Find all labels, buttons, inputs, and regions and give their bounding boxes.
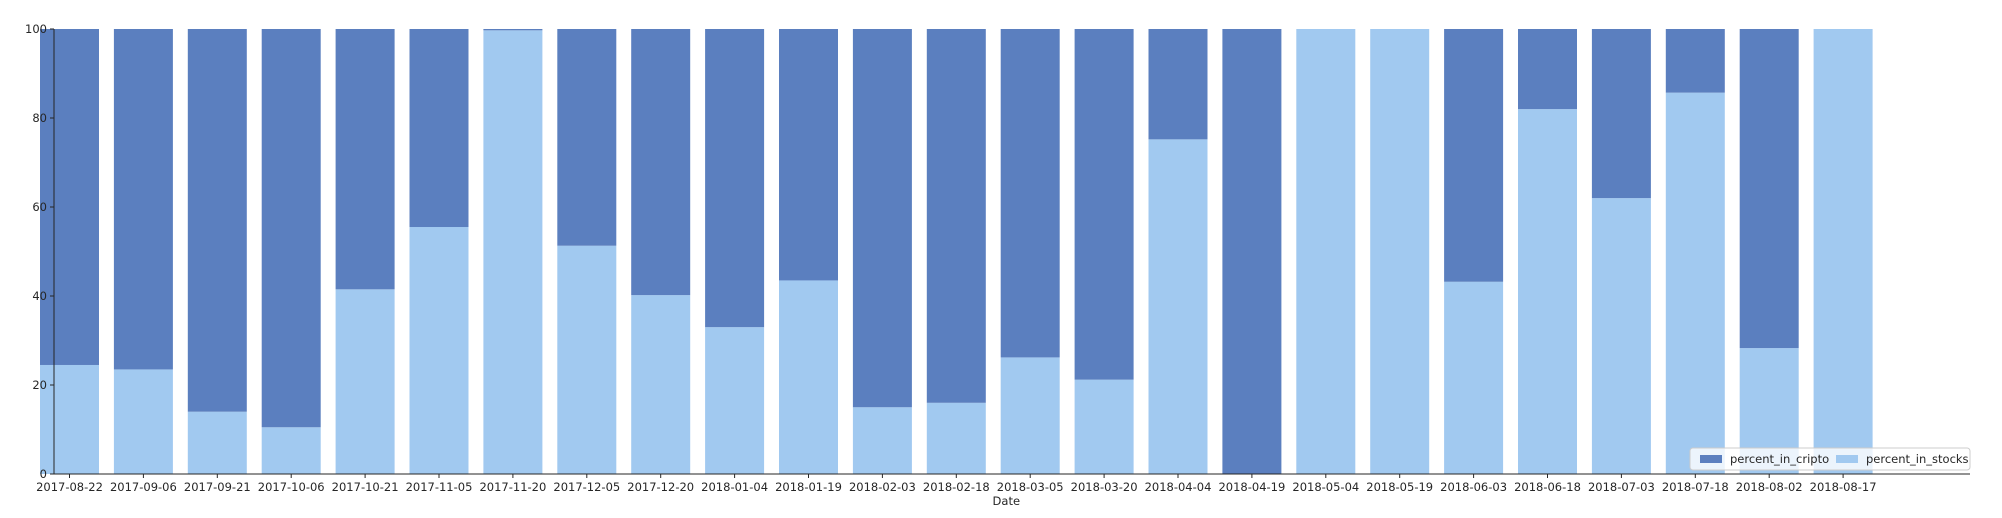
bar-percent-in-cripto-2018-07-18 <box>1665 29 1725 93</box>
bar-percent-in-stocks-2018-03-20 <box>1074 379 1134 474</box>
bar-percent-in-cripto-2017-09-06 <box>113 29 173 370</box>
y-tick-label-20: 20 <box>32 378 47 392</box>
y-tick-label-100: 100 <box>25 22 47 36</box>
bar-percent-in-cripto-2018-02-18 <box>926 29 986 403</box>
bar-percent-in-cripto-2018-08-02 <box>1739 29 1799 349</box>
bar-percent-in-stocks-2018-02-03 <box>852 407 912 474</box>
x-tick-label-2018-01-19: 2018-01-19 <box>775 480 842 494</box>
bar-percent-in-stocks-2018-07-18 <box>1665 92 1725 474</box>
bar-percent-in-cripto-2017-09-21 <box>187 29 247 412</box>
x-tick-label-2017-08-22: 2017-08-22 <box>36 480 103 494</box>
x-tick-label-2017-10-06: 2017-10-06 <box>258 480 325 494</box>
legend-swatch-percent-in-cripto <box>1700 455 1722 463</box>
bar-percent-in-stocks-2018-06-18 <box>1518 109 1577 474</box>
x-tick-label-2017-10-21: 2017-10-21 <box>332 480 399 494</box>
x-tick-label-2017-12-20: 2017-12-20 <box>627 480 694 494</box>
legend-label-percent-in-cripto: percent_in_cripto <box>1730 452 1829 466</box>
bar-percent-in-stocks-2018-08-17 <box>1813 29 1873 474</box>
bar-percent-in-stocks-2017-08-22 <box>40 364 99 474</box>
bar-percent-in-cripto-2017-10-21 <box>335 29 395 290</box>
bar-percent-in-stocks-2017-09-21 <box>187 411 247 474</box>
bars-layer <box>40 29 1873 475</box>
y-tick-label-60: 60 <box>32 200 47 214</box>
bar-percent-in-stocks-2018-06-03 <box>1444 281 1504 474</box>
legend: percent_in_cripto percent_in_stocks <box>1689 447 1971 471</box>
bar-percent-in-cripto-2018-04-19 <box>1222 29 1282 474</box>
legend-swatch-percent-in-stocks <box>1836 455 1858 463</box>
bar-percent-in-stocks-2017-09-06 <box>113 369 173 474</box>
bar-percent-in-stocks-2017-10-06 <box>261 427 321 474</box>
x-tick-label-2018-03-05: 2018-03-05 <box>997 480 1064 494</box>
bar-percent-in-stocks-2018-01-04 <box>705 327 765 474</box>
bar-percent-in-stocks-2017-12-05 <box>557 245 617 474</box>
bar-percent-in-cripto-2018-03-05 <box>1000 29 1060 358</box>
bar-percent-in-cripto-2017-11-20 <box>483 29 543 31</box>
bar-percent-in-stocks-2018-02-18 <box>926 402 986 474</box>
x-tick-label-2018-05-04: 2018-05-04 <box>1292 480 1359 494</box>
x-tick-label-2018-07-18: 2018-07-18 <box>1662 480 1729 494</box>
legend-box <box>1689 447 1971 471</box>
bar-percent-in-stocks-2017-10-21 <box>335 289 395 474</box>
bar-percent-in-stocks-2017-12-20 <box>631 295 691 474</box>
bar-percent-in-cripto-2017-08-22 <box>40 29 99 365</box>
x-tick-label-2018-03-20: 2018-03-20 <box>1071 480 1138 494</box>
x-tick-label-2018-02-18: 2018-02-18 <box>923 480 990 494</box>
y-tick-label-80: 80 <box>32 111 47 125</box>
bar-percent-in-stocks-2018-03-05 <box>1000 357 1060 474</box>
y-tick-label-40: 40 <box>32 289 47 303</box>
x-tick-label-2017-11-20: 2017-11-20 <box>479 480 546 494</box>
x-tick-label-2018-06-18: 2018-06-18 <box>1514 480 1581 494</box>
bar-percent-in-stocks-2018-05-19 <box>1370 29 1430 474</box>
x-tick-label-2017-09-21: 2017-09-21 <box>184 480 251 494</box>
bar-percent-in-stocks-2018-07-03 <box>1591 198 1651 474</box>
bar-percent-in-cripto-2017-11-05 <box>409 29 469 228</box>
x-tick-label-2018-05-19: 2018-05-19 <box>1366 480 1433 494</box>
x-tick-label-2017-09-06: 2017-09-06 <box>110 480 177 494</box>
bar-percent-in-cripto-2018-06-03 <box>1444 29 1504 282</box>
x-tick-label-2018-04-19: 2018-04-19 <box>1218 480 1285 494</box>
bar-percent-in-cripto-2018-04-04 <box>1148 29 1208 140</box>
x-tick-label-2018-08-17: 2018-08-17 <box>1810 480 1877 494</box>
x-axis-title: Date <box>993 494 1021 508</box>
bar-percent-in-stocks-2017-11-05 <box>409 227 469 474</box>
bar-percent-in-cripto-2017-10-06 <box>261 29 321 428</box>
x-tick-label-2018-08-02: 2018-08-02 <box>1736 480 1803 494</box>
x-tick-label-2017-12-05: 2017-12-05 <box>553 480 620 494</box>
x-tick-label-2017-11-05: 2017-11-05 <box>406 480 473 494</box>
bar-percent-in-cripto-2018-01-04 <box>705 29 765 328</box>
bar-percent-in-stocks-2018-05-04 <box>1296 29 1356 474</box>
bar-percent-in-cripto-2018-07-03 <box>1591 29 1651 199</box>
bar-percent-in-stocks-2018-01-19 <box>779 280 838 474</box>
bar-percent-in-cripto-2017-12-05 <box>557 29 617 246</box>
y-tick-label-0: 0 <box>40 467 47 481</box>
x-tick-label-2018-01-04: 2018-01-04 <box>701 480 768 494</box>
bar-percent-in-cripto-2018-06-18 <box>1518 29 1577 110</box>
bar-percent-in-stocks-2018-04-04 <box>1148 139 1208 475</box>
x-tick-label-2018-07-03: 2018-07-03 <box>1588 480 1655 494</box>
bar-percent-in-cripto-2018-02-03 <box>852 29 912 408</box>
bar-percent-in-cripto-2017-12-20 <box>631 29 691 296</box>
bar-percent-in-cripto-2018-01-19 <box>779 29 838 281</box>
axes-layer: 0 20 40 60 80 100 2017-08-22 2017-09-06 2017-09-… <box>25 22 1970 508</box>
legend-label-percent-in-stocks: percent_in_stocks <box>1866 452 1969 466</box>
x-tick-label-2018-04-04: 2018-04-04 <box>1145 480 1212 494</box>
bar-percent-in-stocks-2017-11-20 <box>483 30 543 475</box>
x-tick-label-2018-02-03: 2018-02-03 <box>849 480 916 494</box>
bar-percent-in-cripto-2018-03-20 <box>1074 29 1134 380</box>
x-tick-label-2018-06-03: 2018-06-03 <box>1440 480 1507 494</box>
